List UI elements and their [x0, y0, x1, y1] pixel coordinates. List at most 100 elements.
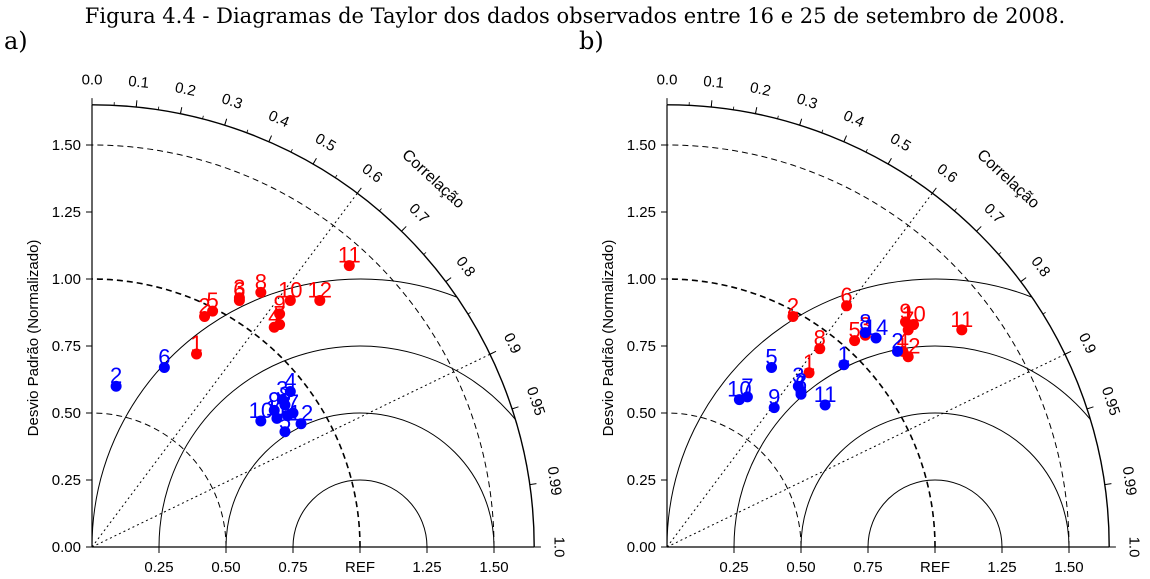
data-point-label: 11: [950, 307, 973, 332]
y-tick-label: 0.75: [52, 338, 81, 355]
data-point: [343, 260, 355, 272]
corr-minor-tick: [954, 208, 957, 212]
stddev-arc: [91, 412, 227, 548]
corr-minor-tick: [865, 149, 868, 153]
panel-a-label: a): [4, 27, 28, 55]
corr-minor-tick: [290, 149, 293, 153]
corr-tick-label: 0.5: [887, 130, 914, 155]
correlation-label: Correlação: [398, 146, 467, 212]
data-point: [158, 361, 170, 373]
corr-tick: [1104, 483, 1112, 486]
corr-tick-label: 0.7: [405, 200, 432, 227]
corr-minor-tick: [423, 252, 427, 255]
data-point: [279, 426, 291, 438]
corr-tick-label: 0.3: [220, 90, 245, 112]
data-point-label: 8: [255, 269, 267, 294]
data-point: [199, 311, 211, 323]
x-tick-label: 0.25: [144, 559, 173, 576]
data-point-label: 10: [278, 277, 302, 302]
data-point: [191, 348, 203, 360]
data-point: [274, 319, 286, 331]
correlation-line: [666, 353, 1066, 548]
y-tick-label: 0.25: [627, 472, 656, 489]
corr-tick-label: 1.0: [1125, 537, 1142, 558]
corr-minor-tick: [467, 312, 471, 315]
data-point-label: 2: [891, 328, 903, 353]
data-point-label: 2: [787, 294, 799, 319]
corr-tick-label: 0.0: [657, 72, 678, 89]
corr-tick-label: 0.8: [1027, 253, 1053, 280]
data-point-label: 6: [233, 277, 245, 302]
x-tick-label: 0.75: [278, 559, 307, 576]
x-tick-label: 0.75: [853, 559, 882, 576]
data-point: [795, 388, 807, 400]
corr-tick-label: 0.3: [795, 90, 820, 112]
data-point-label: 1: [190, 331, 202, 356]
corr-minor-tick: [799, 121, 802, 126]
data-point-label: 3: [233, 275, 245, 300]
data-point-label: 9: [768, 385, 780, 410]
data-point: [768, 402, 780, 414]
y-tick-label: 1.25: [627, 204, 656, 221]
data-point: [295, 418, 307, 430]
corr-tick-label: 0.6: [934, 160, 961, 186]
corr-minor-tick: [821, 129, 824, 133]
rms-arc: [158, 345, 516, 548]
data-point: [908, 319, 920, 331]
data-point: [902, 351, 914, 363]
data-point-label: 9: [273, 291, 285, 316]
corr-minor-tick: [755, 110, 757, 114]
outer-arc: [666, 104, 1110, 548]
data-point-label: 4: [284, 369, 296, 394]
rms-arc: [733, 345, 1091, 548]
y-axis-label: Desvio Padrão (Normalizado): [25, 240, 42, 437]
corr-minor-tick: [511, 407, 516, 410]
data-point: [849, 335, 861, 347]
corr-minor-tick: [976, 228, 980, 232]
corr-minor-tick: [357, 190, 360, 194]
corr-tick-label: 0.1: [127, 73, 149, 92]
corr-tick-label: 0.4: [266, 107, 292, 131]
y-tick-label: 0.50: [627, 405, 656, 422]
data-point-label: 7: [287, 390, 299, 415]
stddev-arc: [666, 412, 802, 548]
y-tick-label: 1.00: [52, 271, 81, 288]
corr-minor-tick: [246, 129, 249, 133]
correlation-label: Correlação: [973, 146, 1042, 212]
x-tick-label: 1.50: [479, 559, 508, 576]
data-point: [819, 399, 831, 411]
corr-minor-tick: [401, 228, 405, 232]
data-point: [870, 332, 882, 344]
data-point: [956, 324, 968, 336]
data-point-label: 9: [268, 387, 280, 412]
data-point-label: 5: [279, 409, 291, 434]
corr-tick-label: 0.9: [1075, 330, 1099, 356]
data-point-label: 9: [899, 299, 911, 324]
corr-tick-label: 0.7: [980, 200, 1007, 227]
rms-arc: [867, 479, 1003, 548]
data-point-label: 5: [206, 288, 218, 313]
corr-tick-label: 0.6: [359, 160, 386, 186]
rms-arc: [292, 479, 428, 548]
data-point: [279, 399, 291, 411]
y-tick-label: 0.50: [52, 405, 81, 422]
data-point-label: 7: [273, 302, 285, 327]
data-point-label: 1: [838, 342, 850, 367]
figure-caption: Figura 4.4 - Diagramas de Taylor dos dad…: [84, 4, 1066, 28]
data-point: [814, 343, 826, 355]
corr-minor-tick: [1086, 407, 1091, 410]
corr-minor-tick: [202, 115, 204, 119]
data-point-label: 8: [814, 326, 826, 351]
data-point: [841, 300, 853, 312]
corr-minor-tick: [1042, 312, 1046, 315]
data-point: [284, 294, 296, 306]
data-point-label: 12: [308, 277, 332, 302]
y-tick-label: 0.00: [627, 539, 656, 556]
y-tick-label: 0.25: [52, 472, 81, 489]
data-point: [891, 345, 903, 357]
data-point-label: 12: [289, 401, 313, 426]
x-tick-label: 1.25: [987, 559, 1016, 576]
taylor-diagram-a: 0.000.250.500.751.001.251.500.25 0.50 0.75…: [25, 72, 567, 576]
x-tick-label: 0.50: [786, 559, 815, 576]
corr-tick-label: 0.99: [1119, 465, 1140, 496]
